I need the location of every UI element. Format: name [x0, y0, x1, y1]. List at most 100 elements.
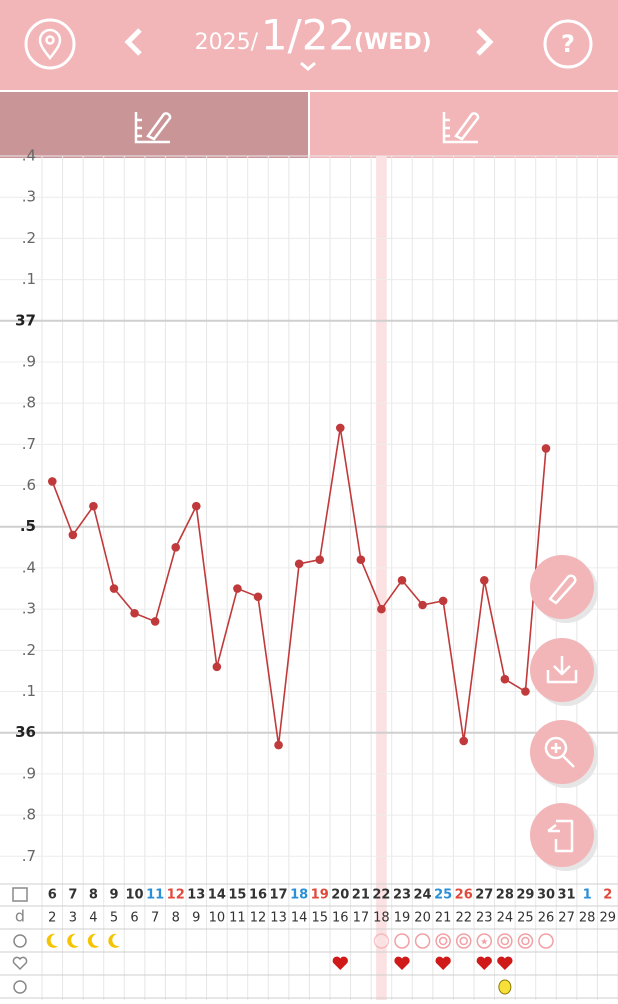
y-tick-label: .3 [22, 600, 36, 618]
cycle-day: 26 [538, 911, 555, 926]
temperature-point [294, 559, 304, 569]
date-label: 24 [414, 888, 432, 903]
date-label: 30 [537, 888, 555, 903]
y-tick-label: .9 [22, 764, 36, 782]
cycle-day: 10 [209, 911, 226, 926]
help-button[interactable]: ? [543, 19, 593, 69]
y-tick-label: .2 [22, 641, 36, 659]
date-label: 25 [434, 888, 452, 903]
cycle-day-header: d [15, 907, 25, 926]
date-label: 29 [516, 888, 534, 903]
temperature-point [212, 662, 222, 672]
fab[interactable] [530, 638, 598, 706]
date-label: 7 [68, 888, 77, 903]
date-dropdown[interactable] [300, 61, 316, 71]
fab[interactable] [530, 803, 598, 871]
y-tick-label: .4 [22, 147, 36, 165]
cycle-day: 22 [455, 911, 472, 926]
date-label: 13 [187, 888, 205, 903]
temperature-point [315, 555, 325, 564]
date-label: 28 [496, 888, 514, 903]
cycle-day: 19 [394, 911, 411, 926]
cycle-day: 15 [311, 911, 328, 926]
date-label: 17 [270, 888, 288, 903]
date-label: 31 [558, 888, 576, 903]
action-buttons [530, 555, 598, 871]
prev-day-button[interactable] [124, 28, 142, 56]
fab[interactable] [530, 720, 598, 788]
date-label: 10 [126, 888, 144, 903]
date-label: 8 [89, 888, 98, 903]
temperature-point [335, 423, 345, 433]
cycle-day: 9 [192, 911, 200, 926]
fab-circle [530, 720, 594, 784]
date-label: 22 [372, 888, 390, 903]
date-label: 1 [583, 888, 592, 903]
cycle-day: 17 [353, 911, 370, 926]
svg-text:?: ? [561, 30, 575, 58]
cycle-day: 21 [435, 911, 452, 926]
mucus-icon [373, 933, 390, 949]
temperature-point [356, 555, 366, 564]
date-label: 26 [455, 888, 473, 903]
header-year: 2025/ [195, 30, 259, 55]
y-tick-label: .7 [22, 847, 36, 865]
fab[interactable] [530, 555, 598, 623]
temperature-point [47, 477, 57, 486]
cycle-day: 24 [497, 911, 514, 926]
mucus-icon [455, 933, 472, 949]
cycle-day: 13 [270, 911, 287, 926]
header-date[interactable]: 1/22 [261, 11, 355, 60]
tab-active[interactable] [0, 92, 308, 158]
cycle-day: 23 [476, 911, 493, 926]
temperature-point [521, 687, 530, 696]
y-tick-label: .1 [22, 682, 36, 700]
y-tick-label: .6 [22, 476, 36, 494]
cycle-day: 7 [151, 911, 159, 926]
date-label: 12 [167, 888, 185, 903]
date-label: 16 [249, 888, 267, 903]
temperature-point [150, 617, 160, 626]
target-icon [13, 934, 27, 948]
cycle-day: 5 [110, 911, 118, 926]
mucus-icon-inner [521, 936, 530, 946]
fab-circle [530, 803, 594, 867]
cycle-day: 14 [291, 911, 308, 926]
next-day-button[interactable] [476, 28, 494, 56]
mucus-icon-inner [459, 936, 468, 946]
moon-icon [87, 933, 100, 948]
y-tick-label: .8 [22, 806, 36, 824]
cycle-day: 29 [599, 911, 616, 926]
date-label: 19 [311, 888, 329, 903]
y-tick-label: .1 [22, 270, 36, 288]
cycle-day: 16 [332, 911, 349, 926]
temperature-point [191, 501, 201, 511]
fab-icon [547, 819, 574, 853]
moon-icon [46, 933, 59, 948]
y-tick-label: .2 [22, 229, 36, 247]
temperature-point [253, 592, 263, 602]
mucus-icon [394, 933, 410, 949]
date-label: 15 [228, 888, 246, 903]
date-label: 9 [109, 888, 118, 903]
date-label: 6 [48, 888, 57, 903]
moon-icon [67, 933, 79, 948]
location-button[interactable] [24, 18, 76, 70]
temperature-point [377, 604, 386, 614]
chart: .7.8.936.1.2.3.4.5.6.7.8.937.1.2.3.46273… [0, 147, 618, 1000]
fab-icon [548, 574, 577, 605]
heart-mark [497, 956, 513, 970]
heart-mark [435, 956, 451, 970]
cycle-day: 18 [373, 911, 390, 926]
cycle-day: 8 [172, 911, 180, 926]
date-label: 2 [603, 888, 612, 903]
date-label: 27 [475, 888, 493, 903]
tab-icon [134, 112, 480, 144]
heart-mark [332, 956, 348, 970]
y-tick-label: .9 [22, 352, 36, 370]
date-label: 21 [352, 888, 370, 903]
cycle-day: 27 [558, 911, 575, 926]
date-label: 18 [290, 888, 308, 903]
